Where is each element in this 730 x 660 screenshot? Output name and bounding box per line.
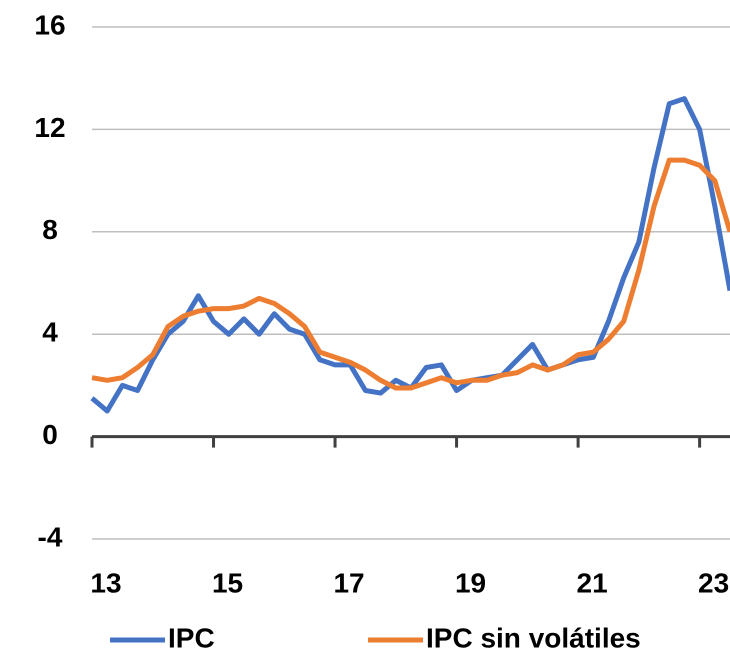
series-line [91, 157, 730, 391]
y-tick-label: 0 [42, 419, 58, 450]
y-tick-label: 8 [42, 214, 58, 245]
x-tick-label: 15 [212, 567, 243, 598]
legend-label: IPC [168, 622, 215, 653]
y-tick-label: -4 [38, 521, 63, 552]
x-tick-label: 17 [333, 567, 364, 598]
y-tick-label: 4 [42, 317, 58, 348]
legend-label: IPC sin volátiles [426, 622, 641, 653]
x-tick-label: 13 [90, 567, 121, 598]
y-tick-label: 12 [34, 112, 65, 143]
series-line [90, 96, 730, 414]
x-tick-label: 21 [577, 567, 608, 598]
x-tick-label: 19 [455, 567, 486, 598]
x-tick-label: 23 [698, 567, 729, 598]
y-tick-label: 16 [34, 9, 65, 40]
